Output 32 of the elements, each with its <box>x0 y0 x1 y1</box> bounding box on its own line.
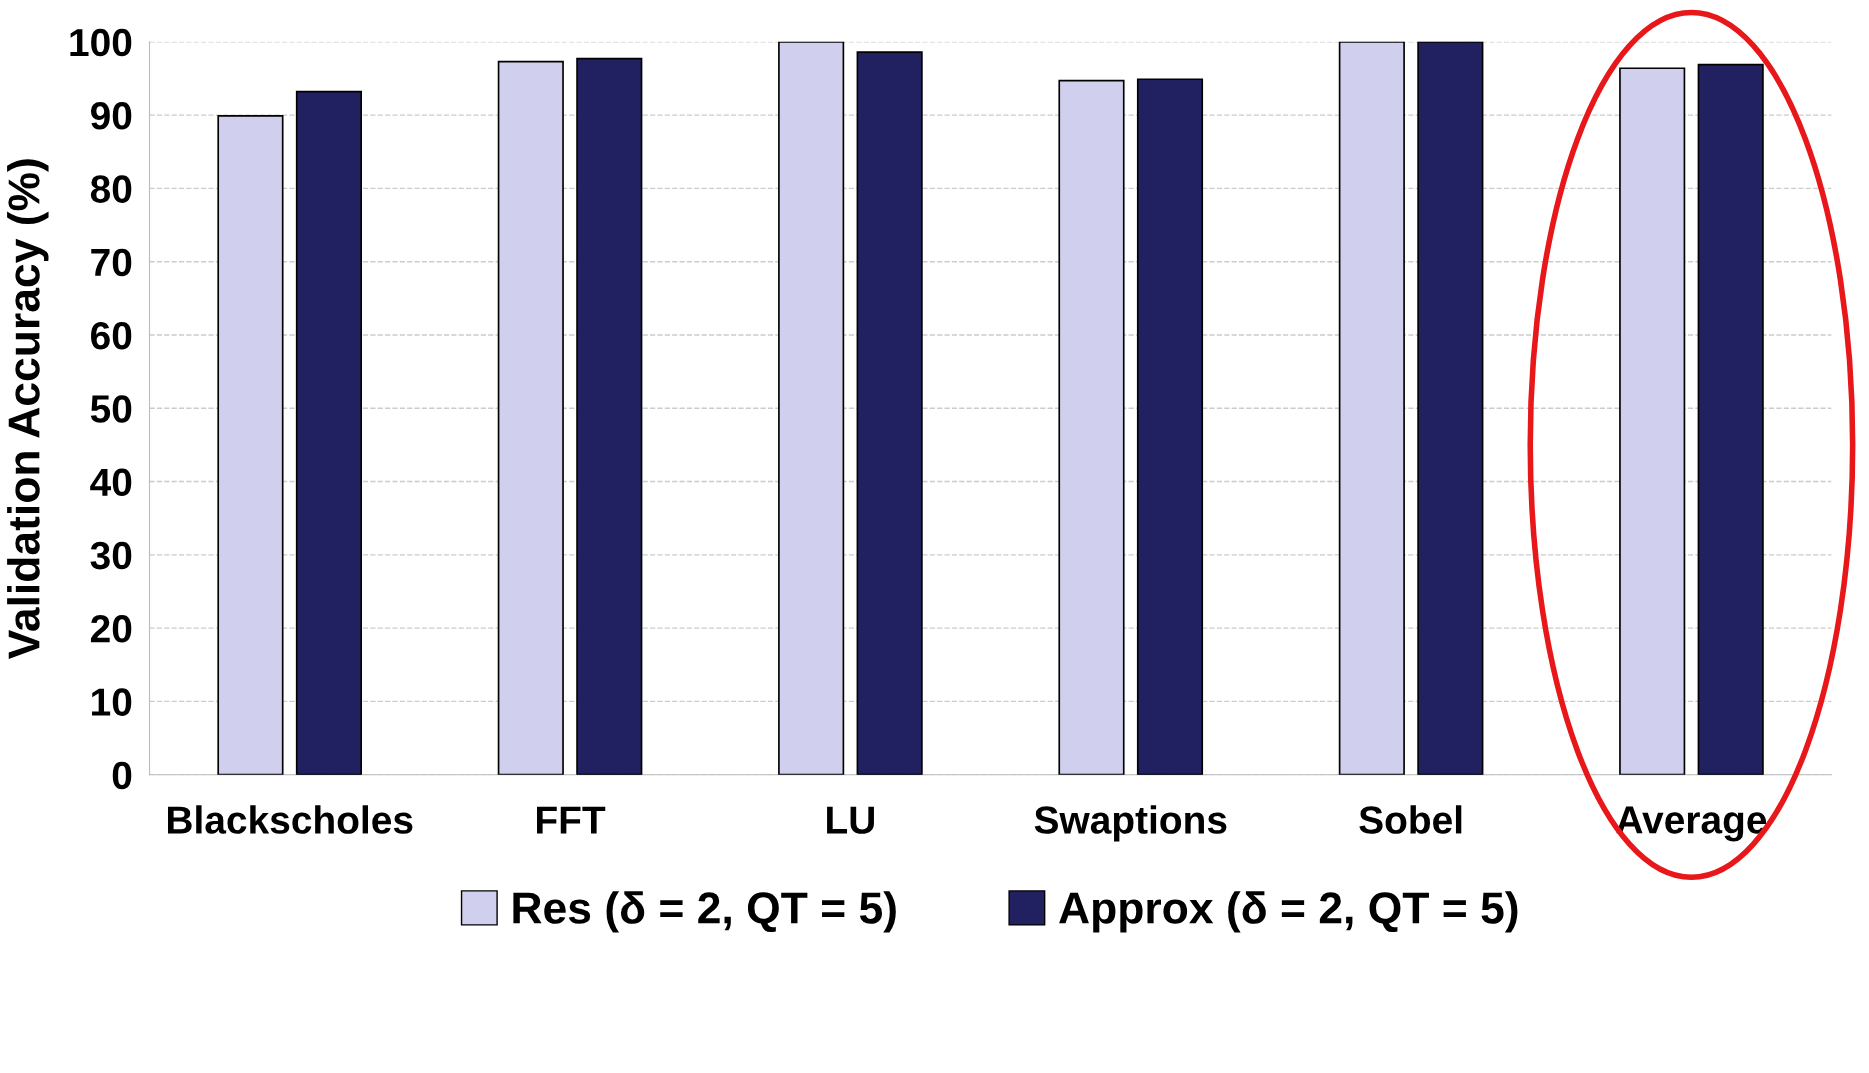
x-tick-label: FFT <box>537 806 606 834</box>
y-tick-label: 10 <box>92 688 132 716</box>
bar <box>217 115 284 775</box>
bar <box>778 41 845 775</box>
y-tick-label: 20 <box>90 615 132 643</box>
bar <box>576 57 643 775</box>
legend-label: Approx (δ = 2, QT = 5) <box>1059 891 1518 933</box>
y-tick-label: 40 <box>90 468 132 497</box>
bar <box>1058 79 1125 775</box>
x-tick-label: Swaptions <box>1034 805 1227 842</box>
x-tick-label: Sobel <box>1359 805 1462 834</box>
bar <box>1697 63 1764 775</box>
y-tick-label: 0 <box>112 761 132 790</box>
x-tick-label: Average <box>1616 806 1767 842</box>
x-tick-label: LU <box>827 806 874 834</box>
bar <box>497 60 564 775</box>
y-tick-label: 60 <box>91 321 132 350</box>
y-tick-label: 50 <box>90 395 132 423</box>
x-tick-label: Blackscholes <box>168 805 413 834</box>
y-tick-label: 70 <box>91 248 132 277</box>
bar <box>1338 41 1405 775</box>
legend-label: Res (δ = 2, QT = 5) <box>513 891 896 933</box>
bar <box>295 90 363 775</box>
bar <box>1136 78 1204 775</box>
y-tick-label: 30 <box>90 541 132 570</box>
bar <box>1417 41 1484 775</box>
y-tick-label: 80 <box>90 175 132 203</box>
y-axis-title: Validation Accuracy (%) <box>7 159 49 660</box>
bar <box>1619 67 1686 775</box>
y-tick-label: 100 <box>70 28 132 57</box>
bar <box>856 51 923 775</box>
y-tick-label: 90 <box>90 102 132 130</box>
